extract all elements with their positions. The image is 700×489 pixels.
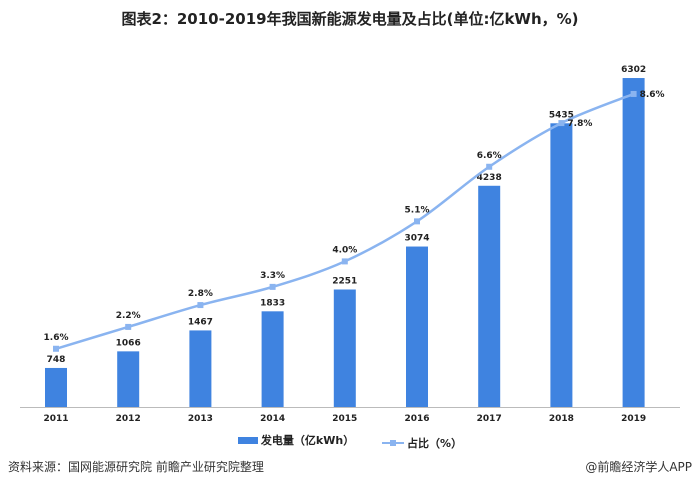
bar-value-label-2014: 1833 — [260, 298, 285, 308]
share-label-2016: 5.1% — [405, 205, 430, 215]
bar-value-label-2013: 1467 — [188, 317, 213, 327]
legend-line-label: 占比（%） — [407, 436, 463, 450]
x-tick-label-2016: 2016 — [404, 414, 429, 424]
legend-item-bar: 发电量（亿kWh） — [237, 432, 355, 448]
x-tick-label-2011: 2011 — [43, 414, 68, 424]
x-tick-label-2019: 2019 — [621, 414, 646, 424]
brand-note: @前瞻经济学人APP — [585, 460, 692, 474]
legend-bar-swatch — [237, 436, 258, 444]
share-label-2011: 1.6% — [44, 333, 69, 343]
bar-2016 — [406, 246, 428, 407]
legend: 发电量（亿kWh） 占比（%） — [0, 432, 700, 451]
share-marker-2017 — [486, 163, 493, 170]
bar-value-label-2018: 5435 — [549, 110, 574, 120]
share-label-2017: 6.6% — [477, 151, 502, 161]
bar-2019 — [622, 78, 645, 408]
share-marker-2014 — [269, 283, 276, 290]
share-label-2018: 7.8% — [567, 119, 592, 129]
footer: 资料来源：国网能源研究院 前瞻产业研究院整理 @前瞻经济学人APP — [8, 458, 692, 475]
legend-bar-label: 发电量（亿kWh） — [260, 434, 355, 447]
x-tick-label-2012: 2012 — [116, 414, 141, 424]
share-label-2013: 2.8% — [188, 289, 213, 299]
share-marker-2018 — [558, 120, 565, 127]
share-marker-2011 — [53, 345, 59, 352]
bar-value-label-2019: 6302 — [621, 65, 646, 75]
share-marker-2013 — [197, 302, 204, 309]
bar-value-label-2016: 3074 — [404, 234, 429, 244]
share-label-2014: 3.3% — [260, 271, 285, 281]
bar-value-label-2015: 2251 — [332, 276, 357, 286]
x-tick-label-2015: 2015 — [332, 414, 357, 424]
share-marker-2016 — [414, 218, 420, 225]
bar-2015 — [333, 289, 356, 407]
bar-2014 — [261, 311, 284, 407]
chart-title: 图表2：2010-2019年我国新能源发电量及占比(单位:亿kWh，%) — [121, 10, 579, 28]
bar-value-label-2017: 4238 — [477, 173, 502, 183]
x-tick-label-2017: 2017 — [477, 414, 502, 424]
bar-2013 — [189, 330, 212, 407]
legend-item-line: 占比（%） — [382, 435, 462, 451]
share-label-2012: 2.2% — [116, 311, 141, 321]
share-marker-2019 — [630, 90, 637, 97]
legend-line-swatch — [382, 439, 405, 446]
bar-2018 — [550, 123, 573, 407]
x-tick-label-2014: 2014 — [260, 414, 285, 424]
bar-2012 — [117, 351, 140, 407]
x-tick-label-2018: 2018 — [549, 414, 574, 424]
chart-plot: 748 2011 1066 2012 1467 2013 1833 2014 2251 2015 3… — [20, 65, 680, 424]
bar-value-label-2012: 1066 — [116, 338, 141, 348]
x-tick-label-2013: 2013 — [188, 414, 213, 424]
share-line — [55, 92, 635, 350]
share-marker-2012 — [125, 323, 132, 330]
share-marker-2015 — [341, 258, 348, 265]
bar-value-label-2011: 748 — [47, 355, 66, 365]
source-note: 资料来源：国网能源研究院 前瞻产业研究院整理 — [8, 460, 264, 474]
share-label-2015: 4.0% — [332, 245, 357, 255]
bar-2011 — [45, 367, 67, 407]
bar-2017 — [478, 185, 501, 407]
share-label-2019: 8.6% — [640, 90, 665, 100]
